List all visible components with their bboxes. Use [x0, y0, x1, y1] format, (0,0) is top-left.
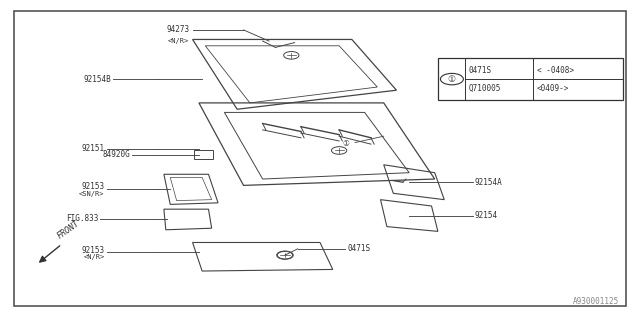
- Text: <N/R>: <N/R>: [83, 254, 104, 260]
- Text: 0471S: 0471S: [468, 66, 492, 75]
- Text: 92153: 92153: [81, 246, 104, 255]
- Text: 92154A: 92154A: [475, 178, 502, 187]
- Text: <SN/R>: <SN/R>: [79, 191, 104, 197]
- Text: 92154B: 92154B: [83, 75, 111, 84]
- Text: FIG.833: FIG.833: [66, 214, 99, 223]
- Text: 92154: 92154: [475, 211, 498, 220]
- Text: ①: ①: [448, 75, 456, 84]
- Text: < -0408>: < -0408>: [537, 66, 573, 75]
- Text: 84920G: 84920G: [102, 150, 130, 159]
- Text: <0409->: <0409->: [537, 84, 569, 93]
- Text: FRONT: FRONT: [56, 219, 81, 241]
- Text: 94273: 94273: [166, 25, 189, 35]
- Text: A930001125: A930001125: [573, 297, 620, 306]
- Text: 92151: 92151: [81, 144, 104, 153]
- Text: 92153: 92153: [81, 182, 104, 191]
- Text: Q710005: Q710005: [468, 84, 501, 93]
- Text: 0471S: 0471S: [348, 244, 371, 253]
- Text: ①: ①: [342, 139, 349, 148]
- Text: <N/R>: <N/R>: [168, 38, 189, 44]
